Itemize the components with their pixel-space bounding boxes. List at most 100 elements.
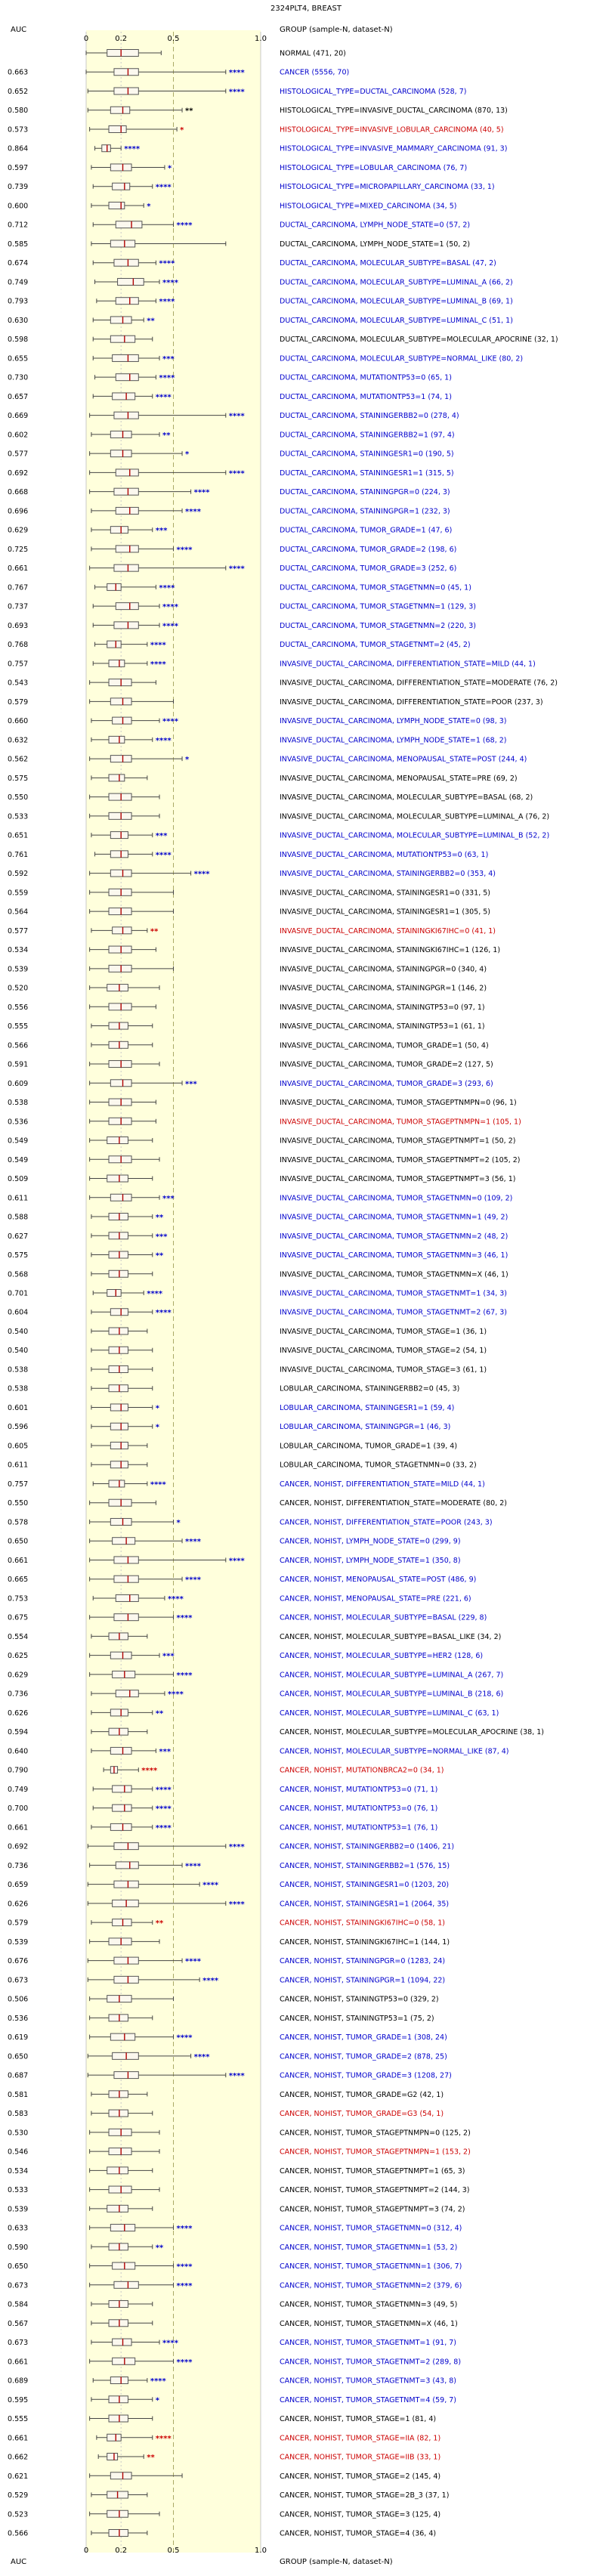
iqr-box (113, 564, 139, 572)
chart-row: 0.506 CANCER, NOHIST, STAININGTP53=0 (329… (8, 1995, 439, 2004)
group-label: CANCER, NOHIST, STAININGKI67IHC=1 (144, … (280, 1938, 450, 1947)
chart-row: 0.673 **** CANCER, NOHIST, TUMOR_STAGETNMT… (8, 2338, 456, 2348)
auc-value: 0.556 (8, 1003, 28, 1012)
group-label: INVASIVE_DUCTAL_CARCINOMA, STAININGKI67I… (280, 927, 496, 935)
iqr-box (113, 1556, 139, 1564)
auc-value: 0.543 (8, 679, 28, 688)
chart-row: 0.676 **** CANCER, NOHIST, STAININGPGR=0 (… (8, 1956, 445, 1966)
significance-stars: **** (229, 1843, 246, 1851)
auc-value: 0.579 (8, 698, 28, 707)
auc-value: 0.540 (8, 1347, 28, 1355)
group-label: INVASIVE_DUCTAL_CARCINOMA, STAININGESR1=… (280, 908, 490, 917)
group-label: INVASIVE_DUCTAL_CARCINOMA, TUMOR_STAGETN… (280, 1251, 508, 1260)
chart-row: 0.712 **** DUCTAL_CARCINOMA, LYMPH_NODE_ST… (8, 221, 470, 230)
iqr-box (108, 1937, 132, 1946)
chart-row: 0.633 **** CANCER, NOHIST, TUMOR_STAGETNMN… (8, 2224, 462, 2233)
group-label: DUCTAL_CARCINOMA, MOLECULAR_SUBTYPE=BASA… (280, 259, 496, 267)
group-label: DUCTAL_CARCINOMA, STAININGPGR=0 (224, 3) (280, 488, 450, 496)
iqr-box (113, 1842, 139, 1851)
iqr-box (112, 1670, 136, 1678)
iqr-box (113, 1975, 139, 1984)
auc-value: 0.539 (8, 2205, 28, 2213)
iqr-box (112, 354, 139, 362)
significance-stars: * (156, 1404, 160, 1412)
auc-value: 0.533 (8, 812, 28, 821)
significance-stars: **** (156, 1824, 172, 1832)
iqr-box (113, 2071, 139, 2080)
significance-stars: * (180, 126, 184, 135)
iqr-box (108, 2319, 128, 2327)
significance-stars: **** (185, 1958, 202, 1966)
chart-row: 0.538 INVASIVE_DUCTAL_CARCINOMA, TUMOR_ST… (8, 1365, 487, 1374)
auc-value: 0.687 (8, 2072, 28, 2080)
significance-stars: **** (194, 2053, 211, 2061)
group-label: LOBULAR_CARCINOMA, STAININGPGR=1 (46, 3) (280, 1423, 450, 1431)
chart-row: 0.594 CANCER, NOHIST, MOLECULAR_SUBTYPE=M… (8, 1727, 544, 1736)
group-label: CANCER, NOHIST, TUMOR_STAGE=4 (36, 4) (280, 2530, 436, 2538)
auc-value: 0.730 (8, 374, 28, 382)
iqr-box (115, 373, 139, 382)
auc-value: 0.768 (8, 641, 28, 649)
iqr-box (110, 2033, 136, 2041)
auc-value: 0.661 (8, 564, 28, 573)
significance-stars: **** (177, 546, 193, 554)
auc-value: 0.536 (8, 2015, 28, 2023)
iqr-box (112, 1785, 132, 1793)
chart-row: 0.539 CANCER, NOHIST, TUMOR_STAGEPTNMPT=3… (8, 2204, 465, 2213)
significance-stars: **** (194, 871, 211, 879)
group-label: CANCER, NOHIST, MOLECULAR_SUBTYPE=LUMINA… (280, 1671, 503, 1679)
auc-value: 0.650 (8, 2052, 28, 2061)
auc-value: 0.619 (8, 2033, 28, 2042)
iqr-box (113, 1880, 139, 1888)
auc-value: 0.676 (8, 1957, 28, 1965)
group-label: CANCER, NOHIST, MUTATIONTP53=0 (76, 1) (280, 1804, 437, 1813)
group-label: CANCER, NOHIST, DIFFERENTIATION_STATE=MO… (280, 1499, 507, 1508)
auc-value: 0.629 (8, 527, 28, 535)
significance-stars: **** (229, 88, 246, 96)
iqr-box (108, 2529, 128, 2537)
significance-stars: ** (156, 1709, 164, 1718)
significance-stars: **** (156, 2435, 172, 2443)
auc-value: 0.650 (8, 1538, 28, 1546)
auc-value: 0.538 (8, 1099, 28, 1107)
auc-value: 0.575 (8, 775, 28, 783)
group-label: CANCER, NOHIST, STAININGERBB2=0 (1406, 2… (280, 1843, 454, 1851)
group-label: CANCER, NOHIST, LYMPH_NODE_STATE=0 (299,… (280, 1538, 461, 1546)
chart-row: 0.605 LOBULAR_CARCINOMA, TUMOR_GRADE=1 (3… (8, 1441, 457, 1450)
group-label: CANCER, NOHIST, MUTATIONTP53=0 (71, 1) (280, 1786, 437, 1794)
chart-row: 0.604 **** INVASIVE_DUCTAL_CARCINOMA, TUMO… (8, 1308, 507, 1317)
group-label: DUCTAL_CARCINOMA, TUMOR_STAGETNMN=0 (45,… (280, 583, 471, 592)
auc-value: 0.655 (8, 354, 28, 363)
chart-row: 0.629 *** DUCTAL_CARCINOMA, TUMOR_GRADE=1 … (8, 526, 452, 535)
iqr-box (112, 1919, 132, 1927)
group-label: INVASIVE_DUCTAL_CARCINOMA, LYMPH_NODE_ST… (280, 736, 506, 744)
iqr-box (108, 1060, 132, 1068)
iqr-box (107, 49, 139, 57)
iqr-box (108, 659, 125, 667)
auc-value: 0.736 (8, 1690, 28, 1699)
group-label: DUCTAL_CARCINOMA, MOLECULAR_SUBTYPE=NORM… (280, 354, 523, 363)
chart-row: 0.665 **** CANCER, NOHIST, MENOPAUSAL_STAT… (8, 1575, 476, 1585)
auc-value: 0.573 (8, 125, 28, 134)
auc-value: 0.539 (8, 1938, 28, 1947)
iqr-box (110, 1422, 128, 1430)
iqr-box (110, 1746, 132, 1755)
auc-value: 0.555 (8, 2415, 28, 2423)
iqr-box (108, 1003, 132, 1011)
iqr-box (110, 697, 132, 706)
chart-row: 0.509 INVASIVE_DUCTAL_CARCINOMA, TUMOR_ST… (8, 1174, 515, 1183)
significance-stars: **** (177, 1671, 193, 1680)
significance-stars: ** (150, 927, 159, 935)
chart-row: 0.687 **** CANCER, NOHIST, TUMOR_GRADE=3 (… (8, 2071, 452, 2080)
group-label: CANCER, NOHIST, MOLECULAR_SUBTYPE=NORMAL… (280, 1747, 509, 1755)
auc-value: 0.595 (8, 2396, 28, 2404)
auc-value: 0.640 (8, 1747, 28, 1755)
auc-value: 0.673 (8, 2339, 28, 2347)
chart-row: 0.736 **** CANCER, NOHIST, MOLECULAR_SUBTY… (8, 1690, 503, 1699)
chart-row: 0.546 CANCER, NOHIST, TUMOR_STAGEPTNMPN=1… (8, 2148, 471, 2157)
auc-value: 0.692 (8, 469, 28, 478)
chart-row: 0.592 **** INVASIVE_DUCTAL_CARCINOMA, STAI… (8, 869, 496, 879)
chart-row: 0.619 **** CANCER, NOHIST, TUMOR_GRADE=1 (… (8, 2033, 447, 2043)
chart-row: 0.534 CANCER, NOHIST, TUMOR_STAGEPTNMPT=1… (8, 2166, 465, 2176)
group-label: CANCER, NOHIST, TUMOR_STAGETNMN=1 (53, 2… (280, 2244, 457, 2252)
